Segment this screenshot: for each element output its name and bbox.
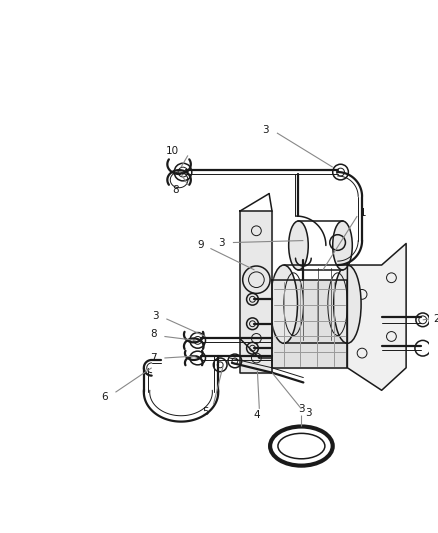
Ellipse shape	[333, 221, 352, 270]
Ellipse shape	[270, 265, 297, 343]
Text: 7: 7	[150, 353, 156, 363]
Text: 10: 10	[166, 146, 179, 156]
Ellipse shape	[289, 221, 308, 270]
Text: 2: 2	[434, 314, 438, 324]
Text: 4: 4	[253, 410, 260, 420]
Text: 3: 3	[305, 408, 312, 418]
Ellipse shape	[334, 265, 361, 343]
Polygon shape	[347, 244, 406, 390]
Text: 8: 8	[150, 328, 156, 338]
Text: 1: 1	[360, 208, 367, 218]
Text: 9: 9	[197, 240, 204, 251]
Text: 5: 5	[202, 407, 208, 417]
Text: 8: 8	[173, 184, 179, 195]
Polygon shape	[272, 280, 347, 368]
Text: 6: 6	[101, 392, 108, 402]
Polygon shape	[240, 211, 272, 373]
Text: 3: 3	[262, 125, 269, 135]
Text: 3: 3	[298, 404, 305, 414]
Text: 3: 3	[152, 311, 159, 321]
Ellipse shape	[270, 426, 333, 466]
Ellipse shape	[278, 433, 325, 459]
Text: 3: 3	[219, 238, 225, 247]
